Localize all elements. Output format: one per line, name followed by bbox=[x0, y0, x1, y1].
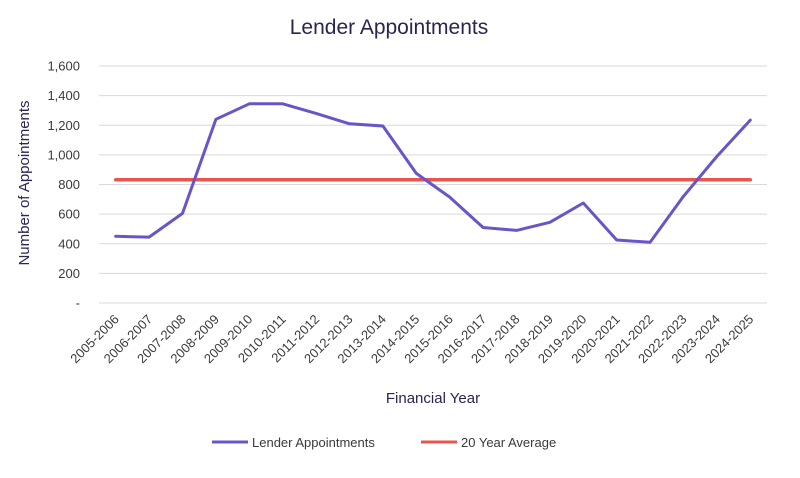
x-axis-title: Financial Year bbox=[386, 390, 480, 407]
legend-label: 20 Year Average bbox=[461, 435, 556, 450]
y-tick-label: 200 bbox=[58, 266, 80, 281]
y-tick-label: 1,600 bbox=[47, 59, 80, 74]
y-tick-label: - bbox=[76, 296, 80, 311]
y-axis-title: Number of Appointments bbox=[16, 100, 33, 265]
chart-title: Lender Appointments bbox=[289, 16, 489, 39]
legend-label: Lender Appointments bbox=[252, 435, 375, 450]
y-tick-label: 800 bbox=[58, 177, 80, 192]
y-axis-ticks: - 200 400 600 800 1,000 1,200 1,400 1,600 bbox=[47, 59, 80, 311]
y-tick-label: 1,000 bbox=[47, 147, 80, 162]
y-tick-label: 1,200 bbox=[47, 118, 80, 133]
y-tick-label: 1,400 bbox=[47, 88, 80, 103]
y-tick-label: 600 bbox=[58, 207, 80, 222]
series-line-lender-appointments bbox=[114, 102, 752, 244]
legend: Lender Appointments 20 Year Average bbox=[212, 435, 556, 450]
y-tick-label: 400 bbox=[58, 236, 80, 251]
series-lines bbox=[113, 102, 753, 244]
x-axis-ticks: 2005-20062006-20072007-20082008-20092009… bbox=[67, 312, 756, 367]
